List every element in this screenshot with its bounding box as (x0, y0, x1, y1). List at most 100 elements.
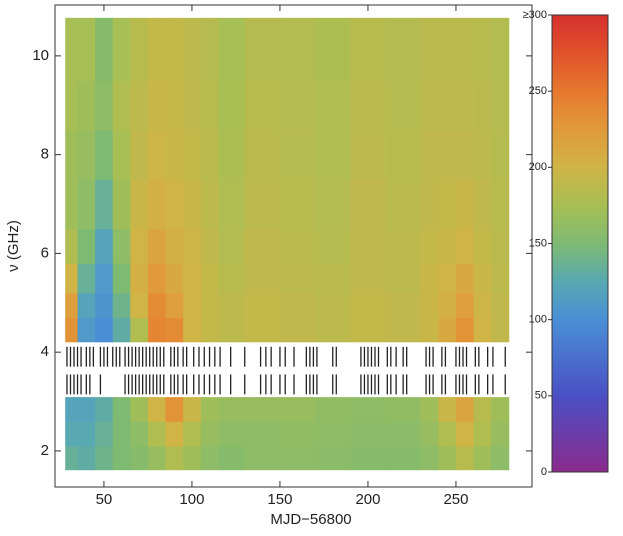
heat-cell (386, 263, 422, 293)
heat-cell (201, 397, 219, 422)
heat-cell (491, 421, 509, 446)
x-axis-label: MJD−56800 (270, 511, 351, 528)
heat-cell (78, 81, 96, 131)
heat-cell (78, 397, 96, 422)
heat-cell (113, 397, 131, 422)
heat-cell (201, 130, 219, 180)
heat-cell (421, 421, 439, 446)
heat-cell (315, 318, 351, 343)
heat-cell (245, 229, 281, 264)
colorbar-tick-label: 100 (529, 314, 547, 326)
x-tick-label: 100 (179, 491, 204, 508)
heat-cell (315, 229, 351, 264)
heat-cell (183, 293, 201, 318)
heat-cell (474, 397, 492, 422)
heat-cell (245, 446, 281, 470)
colorbar-tick-label: 50 (535, 390, 547, 402)
heat-cell (350, 446, 386, 470)
heat-cell (65, 18, 78, 81)
heat-cell (95, 318, 113, 343)
heat-cell (438, 18, 456, 81)
heat-cell (78, 263, 96, 293)
heat-cell (315, 130, 351, 180)
heat-cell (438, 293, 456, 318)
heat-cell (95, 397, 113, 422)
heat-cell (280, 179, 316, 229)
x-tick-label: 150 (267, 491, 292, 508)
heat-cell (386, 130, 422, 180)
heat-cell (315, 397, 351, 422)
heat-cell (491, 293, 509, 318)
heat-cell (148, 397, 166, 422)
heat-cell (148, 293, 166, 318)
heat-cell (474, 179, 492, 229)
heat-cell (456, 397, 474, 422)
heat-cell (280, 130, 316, 180)
heat-cell (130, 318, 148, 343)
heat-cell (183, 446, 201, 470)
heat-cell (183, 421, 201, 446)
y-tick-label: 4 (41, 343, 49, 360)
heat-cell (315, 179, 351, 229)
heat-cell (78, 18, 96, 81)
heat-cell (245, 179, 281, 229)
heat-cell (386, 179, 422, 229)
heat-cell (166, 397, 184, 422)
heat-cell (350, 318, 386, 343)
heat-cell (148, 421, 166, 446)
heat-cell (438, 421, 456, 446)
heat-cell (130, 81, 148, 131)
heat-cell (218, 130, 245, 180)
heat-cell (421, 446, 439, 470)
heat-cell (218, 397, 245, 422)
heat-cell (201, 263, 219, 293)
heat-cell (386, 318, 422, 343)
heat-cell (491, 263, 509, 293)
heat-cell (421, 179, 439, 229)
heat-cell (183, 81, 201, 131)
heat-cell (201, 421, 219, 446)
heat-cell (421, 229, 439, 264)
heat-cell (456, 18, 474, 81)
heat-cell (183, 397, 201, 422)
heat-cell (491, 179, 509, 229)
heat-cell (201, 446, 219, 470)
heat-cell (350, 263, 386, 293)
heat-cell (65, 263, 78, 293)
heat-cell (78, 421, 96, 446)
heat-cell (245, 263, 281, 293)
heat-cell (148, 446, 166, 470)
heat-cell (386, 229, 422, 264)
heat-cell (113, 81, 131, 131)
heat-cell (113, 229, 131, 264)
heat-cell (350, 179, 386, 229)
heat-cell (166, 81, 184, 131)
heat-cell (166, 263, 184, 293)
y-tick-label: 2 (41, 442, 49, 459)
heat-cell (148, 130, 166, 180)
heat-cell (218, 421, 245, 446)
colorbar-tick-label: 0 (541, 466, 547, 478)
heat-cell (130, 293, 148, 318)
heat-cell (95, 18, 113, 81)
heat-cell (386, 18, 422, 81)
heat-cell (245, 318, 281, 343)
heat-cell (95, 263, 113, 293)
heat-cell (218, 81, 245, 131)
heat-cell (386, 293, 422, 318)
heat-cell (474, 263, 492, 293)
heat-cell (491, 397, 509, 422)
heat-cell (65, 397, 78, 422)
heat-cell (113, 293, 131, 318)
heat-cell (148, 318, 166, 343)
heat-cell (113, 446, 131, 470)
heat-cell (315, 293, 351, 318)
heat-cell (350, 397, 386, 422)
y-axis-label: ν (GHz) (5, 220, 22, 272)
heat-cell (245, 421, 281, 446)
heat-cell (438, 446, 456, 470)
heat-cell (438, 397, 456, 422)
heat-cell (438, 263, 456, 293)
heat-cell (350, 421, 386, 446)
